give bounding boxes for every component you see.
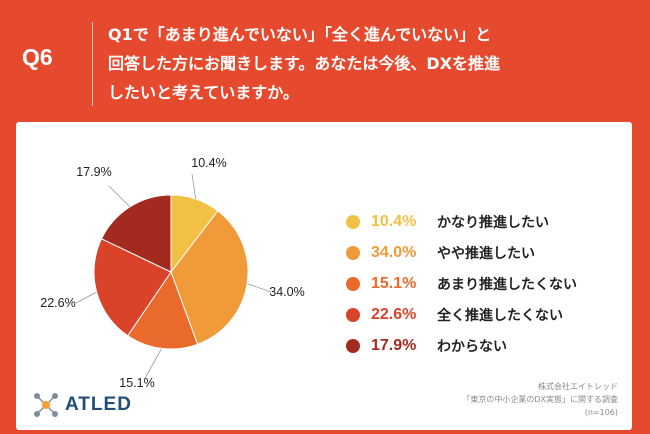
slice-label-yaya: 34.0% xyxy=(269,285,304,299)
legend-label: 全く推進したくない xyxy=(437,307,563,324)
legend: 10.4% かなり推進したい 34.0% やや推進したい 15.1% あまり推進… xyxy=(346,206,626,361)
source-line: 株式会社エイトレッド xyxy=(538,382,618,391)
slice-label-kanari: 10.4% xyxy=(191,156,226,170)
header: Q6 Q1で「あまり進んでいない」「全く進んでいない」と 回答した方にお聞きしま… xyxy=(0,0,650,120)
leader-line xyxy=(75,291,97,304)
legend-dot xyxy=(346,307,360,322)
legend-item: 17.9% わからない xyxy=(346,330,626,361)
legend-label: かなり推進したい xyxy=(437,214,549,231)
question-line: 回答した方にお聞きします。あなたは今後、DXを推進 xyxy=(108,54,501,73)
legend-item: 34.0% やや推進したい xyxy=(346,237,626,268)
slice-label-amari: 15.1% xyxy=(119,376,154,390)
source-line: 「東京の中小企業のDX実態」に関する調査 xyxy=(462,395,618,404)
pie-slices xyxy=(93,194,249,350)
legend-dot xyxy=(346,276,360,291)
pie-slice xyxy=(100,194,172,273)
legend-dot xyxy=(346,338,360,353)
legend-item: 15.1% あまり推進したくない xyxy=(346,268,626,299)
legend-label: わからない xyxy=(437,338,507,355)
chart-card: 10.4% 34.0% 15.1% 22.6% 17.9% 10.4% かなり推… xyxy=(16,122,632,430)
question-number: Q6 xyxy=(22,44,53,70)
pie-chart: 10.4% 34.0% 15.1% 22.6% 17.9% xyxy=(40,156,304,390)
question-line: したいと考えていますか。 xyxy=(108,83,299,102)
pie-slice xyxy=(127,270,199,350)
source-line: (n=106) xyxy=(584,408,618,417)
leader-line xyxy=(143,348,162,381)
slice-label-mattaku: 22.6% xyxy=(40,296,75,310)
atled-logo-icon xyxy=(34,393,58,417)
pie-leader-lines xyxy=(75,173,272,381)
pie-slice xyxy=(170,210,249,345)
atled-logo-text: ATLED xyxy=(65,394,132,415)
legend-dot xyxy=(346,245,360,260)
legend-label: やや推進したい xyxy=(437,245,535,262)
source-note: 株式会社エイトレッド 「東京の中小企業のDX実態」に関する調査 (n=106) xyxy=(462,380,618,419)
leader-line xyxy=(191,173,197,200)
legend-dot xyxy=(346,214,360,229)
legend-percent: 10.4% xyxy=(371,212,417,230)
atled-logo: ATLED xyxy=(32,390,132,420)
legend-percent: 15.1% xyxy=(371,274,417,292)
legend-percent: 22.6% xyxy=(371,305,417,323)
slice-label-wakaranai: 17.9% xyxy=(76,165,111,179)
legend-item: 22.6% 全く推進したくない xyxy=(346,299,626,330)
header-divider xyxy=(92,22,93,106)
leader-line xyxy=(108,185,131,208)
legend-label: あまり推進したくない xyxy=(437,276,577,293)
legend-percent: 34.0% xyxy=(371,243,417,261)
legend-percent: 17.9% xyxy=(371,336,417,354)
leader-line xyxy=(246,283,272,293)
question-text: Q1で「あまり進んでいない」「全く進んでいない」と 回答した方にお聞きします。あ… xyxy=(108,20,638,107)
question-line: Q1で「あまり進んでいない」「全く進んでいない」と xyxy=(108,25,492,44)
legend-item: 10.4% かなり推進したい xyxy=(346,206,626,237)
